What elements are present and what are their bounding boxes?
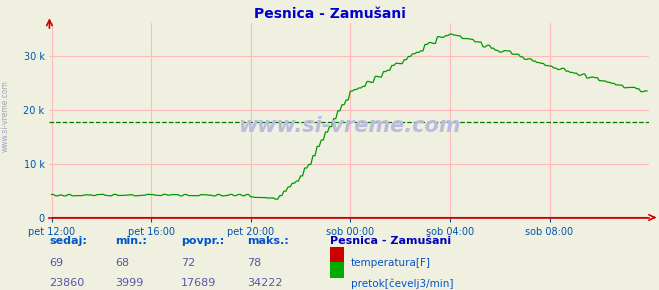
Text: www.si-vreme.com: www.si-vreme.com xyxy=(1,80,10,152)
Text: www.si-vreme.com: www.si-vreme.com xyxy=(238,116,461,136)
Text: 34222: 34222 xyxy=(247,278,283,288)
Text: sedaj:: sedaj: xyxy=(49,236,87,246)
Text: pretok[čevelj3/min]: pretok[čevelj3/min] xyxy=(351,278,453,289)
Text: 69: 69 xyxy=(49,258,63,268)
Text: 3999: 3999 xyxy=(115,278,144,288)
Text: 17689: 17689 xyxy=(181,278,217,288)
Text: 72: 72 xyxy=(181,258,196,268)
Text: Pesnica - Zamušani: Pesnica - Zamušani xyxy=(254,7,405,21)
Text: 78: 78 xyxy=(247,258,262,268)
Text: 23860: 23860 xyxy=(49,278,84,288)
Text: Pesnica - Zamušani: Pesnica - Zamušani xyxy=(330,236,451,246)
Text: min.:: min.: xyxy=(115,236,147,246)
Text: povpr.:: povpr.: xyxy=(181,236,225,246)
Text: 68: 68 xyxy=(115,258,129,268)
Text: temperatura[F]: temperatura[F] xyxy=(351,258,430,268)
Text: maks.:: maks.: xyxy=(247,236,289,246)
